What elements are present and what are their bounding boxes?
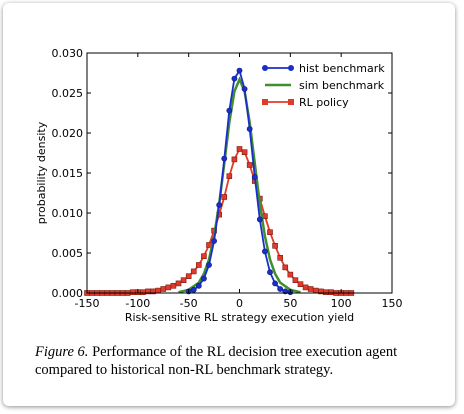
data-point [175,280,182,287]
data-point [190,268,197,275]
series-line [178,76,301,294]
x-tick-label: 50 [283,297,297,310]
legend-label: sim benchmark [299,79,385,92]
figure-card: -150 -100 -50 0 50 100 150 0.000 0.005 0.010 0.015… [3,3,455,406]
legend-label: RL policy [299,96,349,109]
data-point [211,238,217,244]
data-point [277,255,283,261]
y-tick-label: 0.030 [52,47,84,60]
data-point [328,289,334,296]
x-tick-label: -50 [180,297,198,310]
data-point [140,289,146,296]
tick-layer: -150 -100 -50 0 50 100 150 0.000 0.005 0.010 0.015… [52,47,403,310]
data-point [185,273,192,280]
data-point [302,284,309,291]
data-point [231,75,238,82]
data-point [282,264,289,271]
legend-label: hist benchmark [299,62,385,75]
data-point [312,287,319,294]
data-point [236,146,243,152]
x-axis-label: Risk-sensitive RL strategy execution yie… [125,311,354,324]
legend: hist benchmark sim benchmark RL policy [262,62,385,109]
data-point [297,281,304,288]
data-point [180,277,187,284]
data-point [196,262,202,268]
data-point [287,271,294,278]
legend-marker [288,65,294,71]
density-chart: -150 -100 -50 0 50 100 150 0.000 0.005 0.010 0.015… [35,47,403,324]
data-point [221,155,228,162]
y-tick-label: 0.020 [52,127,84,140]
data-point [160,286,167,292]
x-tick-label: -100 [125,297,150,310]
data-point [241,86,248,92]
data-point [165,284,172,291]
data-point [231,156,238,163]
data-point [221,194,228,200]
series-2 [84,146,355,296]
data-point [206,262,212,268]
data-point [246,126,253,132]
data-point [267,269,273,276]
data-point [129,289,136,296]
data-point [195,282,202,289]
series-0 [185,67,294,296]
data-point [241,149,248,155]
x-tick-label: 150 [382,297,403,310]
x-tick-label: 100 [331,297,352,310]
data-point [201,275,207,282]
data-point [262,248,268,255]
x-tick-label: 0 [236,297,243,310]
data-point [277,286,284,292]
legend-marker [262,99,268,105]
legend-marker [288,99,294,105]
data-point [256,216,263,223]
data-point [216,202,223,208]
legend-marker [262,65,268,71]
data-point [267,229,273,235]
data-point [201,253,207,259]
y-tick-label: 0.005 [52,247,84,260]
y-axis-label: probability density [35,121,48,224]
data-point [226,107,233,114]
data-point [292,277,299,284]
data-point [272,243,278,249]
y-tick-label: 0.015 [52,167,84,180]
data-point [307,286,314,292]
x-tick-label: -150 [75,297,100,310]
data-point [190,286,197,293]
series-1 [178,76,301,294]
series-line [87,147,352,294]
data-point [323,289,329,296]
data-point [155,287,161,294]
data-point [236,67,243,74]
data-point [170,282,177,289]
y-tick-label: 0.010 [52,207,84,220]
caption-text: Performance of the RL decision tree exec… [35,344,398,378]
caption-lead: Figure 6. [35,344,89,360]
figure-caption: Figure 6. Performance of the RL decision… [35,343,445,379]
data-point [226,173,233,179]
data-point [251,174,258,180]
data-point [272,280,278,287]
y-tick-label: 0.025 [52,87,84,100]
data-point [246,162,253,168]
y-tick-label: 0.000 [52,287,84,300]
